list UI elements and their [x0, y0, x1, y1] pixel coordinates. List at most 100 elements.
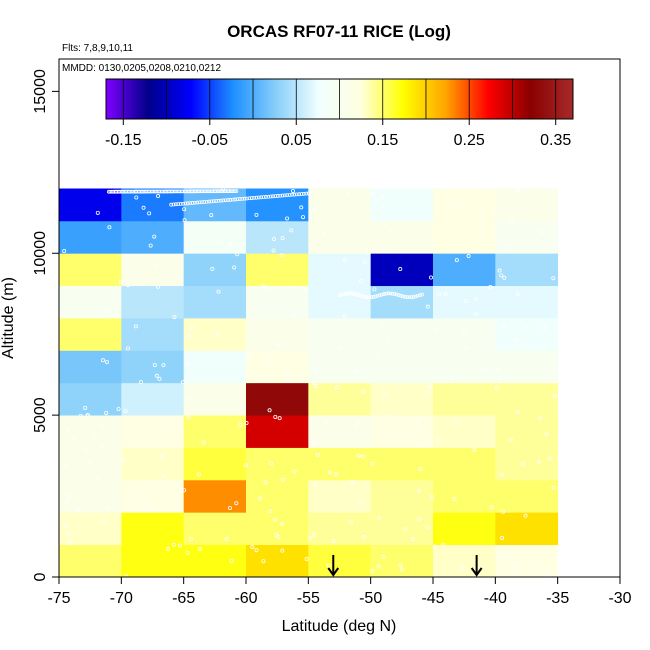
- track-point: [429, 275, 434, 280]
- colorbar-tick-label: 0.25: [454, 132, 485, 149]
- track-point: [131, 434, 136, 439]
- track-point: [216, 198, 221, 203]
- track-point: [390, 291, 395, 296]
- track-point: [454, 419, 459, 424]
- track-point: [211, 199, 216, 204]
- heatmap-cell: [495, 188, 559, 222]
- track-point: [142, 501, 147, 506]
- track-point: [502, 324, 507, 329]
- heatmap-cell: [246, 220, 309, 254]
- track-point: [168, 480, 173, 485]
- heatmap-cell: [433, 350, 496, 384]
- track-point: [235, 197, 240, 202]
- heatmap-cell: [183, 447, 247, 481]
- heatmap-cell: [308, 447, 372, 481]
- track-point: [169, 202, 174, 207]
- y-tick-label: 5000: [32, 397, 49, 433]
- track-point: [258, 496, 263, 501]
- x-tick-label: -30: [608, 590, 631, 607]
- colorbar-tick-label: 0.05: [281, 132, 312, 149]
- track-point: [373, 294, 378, 299]
- heatmap-cell: [495, 285, 559, 319]
- heatmap-cell: [370, 285, 434, 319]
- track-point: [216, 289, 221, 294]
- track-point: [62, 523, 67, 528]
- track-point: [361, 389, 366, 394]
- colorbar-tick-label: 0.15: [367, 132, 398, 149]
- track-point: [335, 385, 340, 390]
- heatmap-cell: [308, 350, 372, 384]
- colorbar-dividers: [105, 78, 574, 120]
- track-point: [411, 294, 416, 299]
- track-point: [350, 480, 355, 485]
- track-point: [362, 534, 367, 539]
- track-point: [197, 547, 202, 552]
- track-point: [202, 200, 207, 204]
- heatmap-cell: [308, 479, 372, 513]
- track-point: [266, 194, 271, 199]
- track-point: [381, 554, 386, 559]
- heatmap-cell: [121, 512, 185, 546]
- y-axis: 0 5000 10000 15000: [32, 69, 59, 581]
- track-point: [271, 194, 275, 199]
- track-point: [539, 230, 544, 235]
- heatmap-cell: [246, 479, 309, 513]
- track-point: [551, 485, 556, 490]
- track-point: [183, 201, 188, 206]
- track-point: [292, 192, 297, 197]
- track-point: [233, 189, 237, 194]
- heatmap-cell: [370, 220, 434, 254]
- track-point: [356, 420, 361, 425]
- track-point: [396, 293, 401, 298]
- track-point: [121, 458, 126, 463]
- heatmap-cell: [370, 318, 434, 351]
- track-point: [261, 283, 266, 288]
- heatmap-cell: [495, 220, 559, 254]
- track-point: [456, 202, 461, 207]
- track-point: [403, 526, 408, 531]
- heatmap-cell: [308, 318, 372, 351]
- track-point: [311, 207, 316, 212]
- track-point: [358, 278, 363, 283]
- heatmap-cell: [433, 479, 496, 513]
- track-point: [358, 293, 363, 298]
- track-point: [171, 542, 176, 547]
- track-point: [186, 415, 191, 420]
- track-point: [186, 361, 191, 366]
- colorbar-tick-label: -0.15: [105, 132, 142, 149]
- track-point: [331, 539, 336, 544]
- track-point: [259, 375, 264, 380]
- heatmap-cell: [246, 350, 309, 384]
- track-point: [430, 495, 435, 500]
- heatmap-cell: [59, 415, 122, 448]
- track-point: [481, 226, 486, 231]
- track-point: [386, 291, 391, 296]
- track-point: [290, 192, 294, 197]
- track-point: [498, 375, 503, 380]
- track-point: [384, 291, 389, 296]
- track-point: [125, 346, 130, 351]
- track-point: [66, 428, 71, 433]
- track-point: [420, 292, 425, 297]
- track-point: [425, 525, 430, 530]
- track-point: [230, 197, 235, 202]
- track-point: [495, 368, 500, 373]
- track-point: [207, 199, 211, 204]
- track-point: [200, 200, 204, 205]
- track-point: [269, 461, 274, 466]
- track-point: [299, 205, 304, 210]
- track-point: [287, 193, 292, 197]
- track-point: [354, 292, 359, 297]
- heatmap-cell: [183, 512, 247, 546]
- heatmap-cell: [246, 415, 309, 448]
- track-point: [382, 392, 387, 397]
- heatmap-cell: [59, 544, 122, 578]
- heatmap-cell: [433, 382, 496, 416]
- track-point: [162, 474, 167, 479]
- track-point: [177, 543, 182, 548]
- track-point: [494, 385, 499, 390]
- track-point: [242, 196, 247, 201]
- track-point: [348, 519, 353, 524]
- track-point: [162, 421, 167, 426]
- heatmap-cells: [59, 188, 559, 578]
